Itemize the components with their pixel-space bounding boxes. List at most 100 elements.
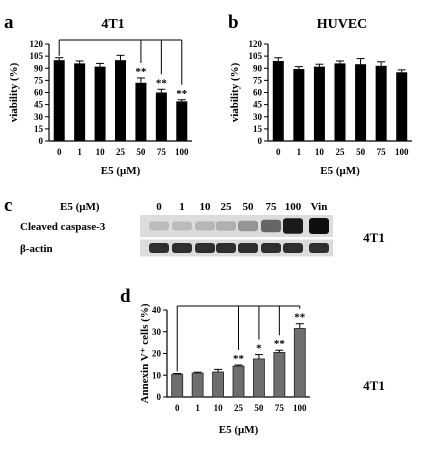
- x-tick-label: 0: [57, 147, 62, 157]
- blot-band: [149, 221, 169, 231]
- y-axis-label: viability (%): [8, 62, 20, 122]
- bar: [313, 66, 325, 141]
- blot-band: [172, 242, 192, 254]
- significance-marker: **: [274, 338, 286, 350]
- blot-band: [149, 242, 169, 254]
- y-tick-label: 120: [249, 39, 263, 49]
- x-tick-label: 75: [377, 147, 387, 157]
- significance-marker: **: [294, 312, 306, 324]
- significance-marker: **: [156, 77, 168, 89]
- y-tick-label: 0: [39, 136, 44, 146]
- y-tick-label: 0: [157, 392, 162, 402]
- blot-band: [309, 218, 329, 234]
- blot-band: [309, 242, 329, 254]
- x-tick-label: 25: [116, 147, 126, 157]
- blot-band: [283, 218, 303, 234]
- y-tick-label: 120: [30, 39, 44, 49]
- x-axis-label: E5 (μM): [219, 424, 259, 436]
- blot-band: [261, 242, 281, 254]
- blot-band: [172, 221, 192, 231]
- blot-lane-label: 25: [221, 201, 233, 213]
- bar: [293, 328, 306, 398]
- y-axis-label: Annexin V⁺ cells (%): [139, 303, 151, 403]
- x-tick-label: 50: [356, 147, 366, 157]
- blot-lane-label: 75: [266, 201, 278, 213]
- panel-letter-c: c: [4, 195, 12, 216]
- y-tick-label: 90: [253, 63, 263, 73]
- y-tick-label: 45: [34, 100, 44, 110]
- x-tick-label: 1: [297, 147, 302, 157]
- blot-band: [261, 219, 281, 233]
- y-tick-label: 0: [258, 136, 263, 146]
- x-axis-label: E5 (μM): [320, 165, 360, 177]
- y-tick-label: 20: [152, 349, 162, 359]
- y-tick-label: 75: [34, 75, 44, 85]
- bar: [155, 92, 167, 141]
- bar: [191, 372, 204, 398]
- bar: [135, 82, 147, 141]
- x-tick-label: 75: [275, 403, 285, 413]
- y-tick-label: 30: [34, 112, 44, 122]
- blot-band: [216, 221, 236, 231]
- blot-header-label: E5 (μM): [60, 201, 100, 213]
- y-tick-label: 105: [30, 51, 44, 61]
- x-tick-label: 10: [96, 147, 106, 157]
- bar: [273, 352, 286, 398]
- blot-lane-label: 0: [156, 201, 162, 213]
- panel-d-side-label: 4T1: [363, 378, 385, 393]
- x-tick-label: 25: [336, 147, 346, 157]
- significance-marker: **: [135, 66, 147, 78]
- panel-letter-a: a: [4, 12, 14, 33]
- blot-lane-label: Vin: [311, 201, 328, 213]
- chart-b-viability-huvec: 0 15 30 45 60 75 90 105 120 0 1 10 25 50 75 100 E5 (μM) v…: [229, 39, 412, 177]
- x-tick-label: 100: [395, 147, 409, 157]
- bar: [334, 63, 346, 141]
- panel-b-title: HUVEC: [317, 17, 368, 32]
- bar: [272, 60, 284, 141]
- y-tick-label: 30: [253, 112, 263, 122]
- significance-marker: *: [256, 343, 262, 355]
- x-tick-label: 50: [254, 403, 264, 413]
- blot-band: [195, 221, 215, 231]
- y-tick-label: 45: [253, 100, 263, 110]
- blot-lane-label: 10: [200, 201, 212, 213]
- blot-band: [216, 242, 236, 254]
- x-tick-label: 10: [315, 147, 325, 157]
- y-tick-label: 40: [152, 305, 162, 315]
- bar: [293, 69, 305, 141]
- y-tick-label: 60: [253, 88, 263, 98]
- y-tick-label: 30: [152, 327, 162, 337]
- blot-band: [238, 220, 258, 232]
- y-tick-label: 10: [152, 370, 162, 380]
- x-axis-label: E5 (μM): [101, 165, 141, 177]
- bar: [355, 64, 367, 141]
- panel-a-title: 4T1: [101, 17, 124, 32]
- bar: [212, 371, 224, 398]
- bar: [375, 65, 387, 141]
- blot-band: [195, 242, 215, 254]
- bar: [94, 66, 106, 141]
- x-tick-label: 1: [77, 147, 82, 157]
- blot-lane-label: 100: [285, 201, 302, 213]
- blot-lane-label: 50: [243, 201, 255, 213]
- bar: [396, 72, 408, 141]
- blot-band: [283, 242, 303, 254]
- y-tick-label: 15: [253, 124, 263, 134]
- x-tick-label: 25: [234, 403, 244, 413]
- panel-letter-d: d: [120, 286, 131, 307]
- y-axis-label: viability (%): [229, 62, 241, 122]
- x-tick-label: 10: [214, 403, 224, 413]
- bar: [253, 358, 265, 398]
- y-tick-label: 75: [253, 75, 263, 85]
- bar: [53, 60, 65, 141]
- bar: [74, 63, 86, 141]
- bar: [115, 60, 126, 141]
- blot-row-label: Cleaved caspase-3: [20, 221, 106, 233]
- bar: [171, 373, 184, 398]
- x-tick-label: 0: [276, 147, 281, 157]
- significance-marker: **: [176, 88, 188, 100]
- blot-band: [238, 242, 258, 254]
- bar: [232, 365, 245, 398]
- blot-side-label: 4T1: [363, 230, 385, 245]
- x-tick-label: 50: [136, 147, 146, 157]
